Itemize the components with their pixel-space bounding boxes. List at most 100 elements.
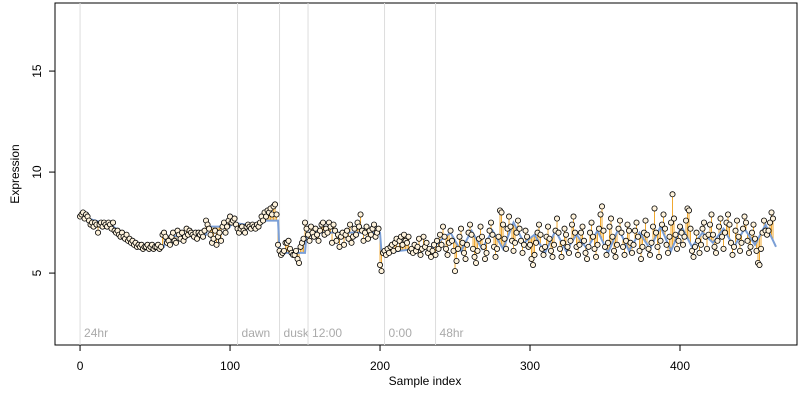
- data-point: [536, 221, 543, 228]
- data-point: [498, 209, 505, 216]
- data-point: [441, 233, 448, 240]
- data-point: [296, 259, 303, 266]
- annotation-label: 24hr: [84, 326, 108, 340]
- data-point: [636, 247, 643, 254]
- data-point: [687, 225, 694, 232]
- data-point: [306, 237, 313, 244]
- data-point: [515, 217, 522, 224]
- data-point: [435, 245, 442, 252]
- data-point: [594, 241, 601, 248]
- data-point: [588, 219, 595, 226]
- data-point: [740, 225, 747, 232]
- data-point: [663, 241, 670, 248]
- data-point: [486, 227, 493, 234]
- data-point: [213, 241, 220, 248]
- data-point: [750, 221, 757, 228]
- data-point: [680, 241, 687, 248]
- data-point: [341, 241, 348, 248]
- data-point: [677, 223, 684, 230]
- data-point: [285, 237, 292, 244]
- data-point: [347, 221, 354, 228]
- data-point: [597, 211, 604, 218]
- data-point: [371, 221, 378, 228]
- data-point: [624, 221, 631, 228]
- data-point: [564, 243, 571, 250]
- data-point: [440, 223, 447, 230]
- data-point: [357, 211, 364, 218]
- data-point: [444, 251, 451, 258]
- annotation-label: 12:00: [312, 326, 342, 340]
- data-point: [626, 227, 633, 234]
- data-point: [510, 247, 517, 254]
- data-point: [479, 233, 486, 240]
- data-point: [222, 229, 229, 236]
- data-point: [581, 237, 588, 244]
- data-point: [558, 253, 565, 260]
- data-point: [495, 233, 502, 240]
- data-point: [530, 262, 537, 269]
- data-point: [633, 219, 640, 226]
- data-point: [542, 243, 549, 250]
- data-point: [353, 231, 360, 238]
- data-point: [614, 241, 621, 248]
- data-point: [746, 249, 753, 256]
- data-point: [488, 219, 495, 226]
- data-point: [701, 219, 708, 226]
- data-point: [674, 245, 681, 252]
- data-point: [611, 247, 618, 254]
- data-point: [513, 229, 520, 236]
- data-point: [566, 249, 573, 256]
- data-point: [645, 245, 652, 252]
- data-point: [756, 262, 763, 269]
- data-point: [590, 233, 597, 240]
- data-point: [344, 227, 351, 234]
- data-point: [377, 262, 384, 269]
- data-point: [429, 247, 436, 254]
- data-point: [494, 245, 501, 252]
- data-point: [711, 243, 718, 250]
- data-point: [714, 237, 721, 244]
- data-point: [678, 229, 685, 236]
- data-point: [591, 245, 598, 252]
- data-point: [555, 229, 562, 236]
- data-point: [554, 215, 561, 222]
- data-point: [455, 245, 462, 252]
- data-point: [732, 227, 739, 234]
- data-point: [273, 211, 280, 218]
- data-point: [95, 229, 102, 236]
- data-point: [540, 251, 547, 258]
- data-point: [546, 235, 553, 242]
- data-point: [464, 241, 471, 248]
- data-point: [648, 239, 655, 246]
- data-point: [650, 223, 657, 230]
- data-point: [458, 225, 465, 232]
- data-point: [708, 211, 715, 218]
- data-point: [569, 221, 576, 228]
- data-point: [492, 253, 499, 260]
- data-point: [506, 213, 513, 220]
- data-point: [474, 247, 481, 254]
- data-point: [696, 249, 703, 256]
- data-point: [758, 245, 765, 252]
- data-point: [516, 225, 523, 232]
- data-point: [690, 253, 697, 260]
- data-point: [315, 237, 322, 244]
- x-tick-label: 400: [670, 359, 690, 373]
- data-point: [224, 223, 231, 230]
- data-point: [662, 225, 669, 232]
- data-point: [653, 229, 660, 236]
- data-point: [462, 255, 469, 262]
- data-point: [332, 227, 339, 234]
- data-point: [533, 239, 540, 246]
- data-point: [584, 255, 591, 262]
- data-point: [333, 237, 340, 244]
- data-point: [263, 213, 270, 220]
- data-point: [324, 229, 331, 236]
- data-point: [293, 247, 300, 254]
- data-point: [356, 223, 363, 230]
- data-point: [642, 217, 649, 224]
- data-point: [395, 245, 402, 252]
- data-point: [453, 257, 460, 264]
- data-point: [602, 243, 609, 250]
- data-point: [507, 223, 514, 230]
